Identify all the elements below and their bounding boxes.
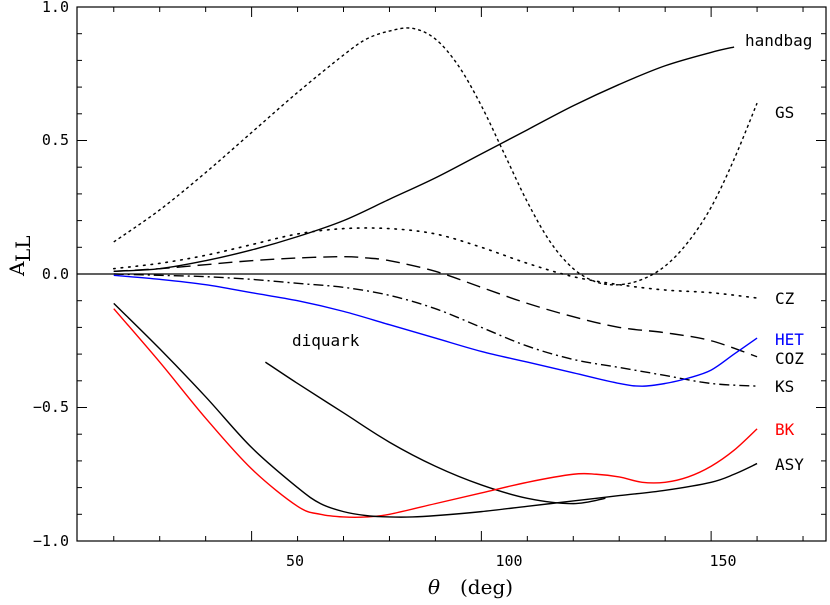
label-KS: KS bbox=[775, 377, 794, 396]
y-tick-label-0: 0.0 bbox=[42, 265, 69, 283]
series-layer bbox=[112, 27, 758, 519]
series-line-bk bbox=[113, 308, 758, 519]
y-tick-label-neg05: −0.5 bbox=[33, 398, 69, 416]
x-axis-title: θ (deg) bbox=[428, 575, 513, 599]
x-tick-label-100: 100 bbox=[495, 552, 522, 570]
label-BK: BK bbox=[775, 420, 795, 439]
series-line-coz bbox=[113, 255, 758, 358]
label-COZ: COZ bbox=[775, 349, 804, 368]
label-HET: HET bbox=[775, 330, 804, 349]
series-line-diquark bbox=[265, 361, 606, 505]
svg-text:A: A bbox=[5, 261, 29, 277]
svg-text:(deg): (deg) bbox=[460, 575, 513, 599]
y-tick-label-1: 1.0 bbox=[42, 0, 69, 16]
y-axis-title: A LL bbox=[5, 235, 35, 277]
svg-text:LL: LL bbox=[11, 235, 35, 262]
y-tick-label-neg1: −1.0 bbox=[33, 532, 69, 550]
series-line-ks bbox=[113, 273, 758, 387]
series-line-cz bbox=[112, 227, 758, 299]
label-handbag: handbag bbox=[745, 31, 812, 50]
y-tick-label-05: 0.5 bbox=[42, 131, 69, 149]
series-line-asy bbox=[113, 302, 758, 518]
axis-ticks bbox=[77, 6, 826, 542]
label-ASY: ASY bbox=[775, 455, 804, 474]
series-line-handbag bbox=[113, 46, 735, 273]
x-tick-label-150: 150 bbox=[709, 552, 736, 570]
series-line-het bbox=[113, 274, 758, 387]
label-CZ: CZ bbox=[775, 289, 795, 308]
x-tick-label-50: 50 bbox=[286, 552, 304, 570]
series-line-gs bbox=[113, 27, 758, 286]
label-diquark: diquark bbox=[292, 331, 360, 350]
svg-text:θ: θ bbox=[428, 575, 440, 599]
label-GS: GS bbox=[775, 103, 794, 122]
